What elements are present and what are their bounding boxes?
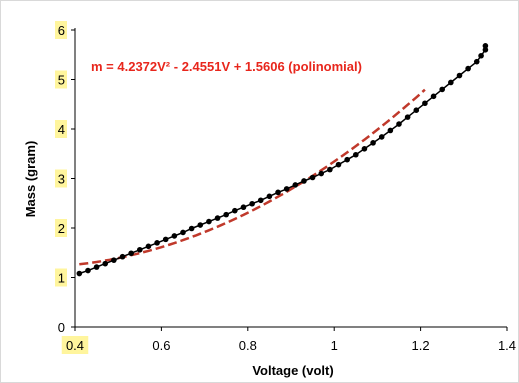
data-points-layer bbox=[76, 43, 489, 277]
y-tick-label: 1 bbox=[58, 271, 65, 286]
data-point bbox=[128, 250, 134, 257]
data-point bbox=[478, 52, 484, 59]
data-point bbox=[283, 186, 290, 192]
data-point bbox=[396, 121, 402, 127]
x-axis-ticks: 0.4 0.6 0.8 1 1.2 1.4 bbox=[66, 327, 516, 353]
data-point bbox=[413, 107, 420, 113]
data-point bbox=[171, 233, 178, 239]
data-point bbox=[197, 222, 204, 228]
data-point bbox=[85, 267, 91, 274]
x-tick-label: 0.6 bbox=[152, 338, 170, 353]
data-point bbox=[370, 140, 376, 146]
data-point bbox=[422, 100, 428, 107]
data-point bbox=[232, 207, 238, 214]
y-tick-label: 4 bbox=[58, 122, 65, 137]
data-point bbox=[439, 86, 446, 93]
data-point bbox=[378, 134, 385, 140]
data-point bbox=[266, 193, 273, 200]
data-point bbox=[361, 146, 368, 152]
data-point bbox=[249, 200, 255, 207]
data-point bbox=[344, 156, 350, 163]
x-tick-label: 1 bbox=[331, 338, 338, 353]
data-point bbox=[456, 72, 463, 79]
data-point bbox=[154, 240, 160, 246]
data-point bbox=[145, 243, 152, 250]
data-point bbox=[102, 260, 109, 267]
data-point bbox=[111, 257, 117, 263]
data-point bbox=[180, 229, 186, 236]
data-point bbox=[318, 170, 325, 177]
y-tick-label: 6 bbox=[58, 23, 65, 38]
x-tick-label: 0.8 bbox=[239, 338, 257, 353]
x-tick-label: 0.4 bbox=[66, 338, 84, 353]
y-axis-title: Mass (gram) bbox=[23, 141, 38, 218]
fit-equation-label: m = 4.2372V² - 2.4551V + 1.5606 (polinom… bbox=[91, 59, 362, 74]
data-point bbox=[162, 236, 169, 243]
y-tick-label-highlight bbox=[55, 268, 67, 287]
data-point bbox=[482, 43, 489, 49]
data-point bbox=[275, 189, 281, 196]
data-point bbox=[387, 127, 394, 134]
data-point bbox=[482, 47, 489, 53]
data-point bbox=[309, 174, 316, 181]
data-point bbox=[448, 79, 454, 86]
data-series-line bbox=[79, 45, 487, 275]
data-point bbox=[206, 218, 212, 225]
y-tick-label-highlight bbox=[55, 70, 67, 89]
y-tick-label-highlight bbox=[55, 219, 67, 237]
y-tick-label-highlight bbox=[55, 120, 67, 138]
y-tick-label-highlight bbox=[55, 169, 67, 188]
polynomial-fit-curve bbox=[79, 88, 426, 266]
data-point bbox=[93, 264, 100, 270]
x-tick-label: 1.4 bbox=[498, 338, 516, 353]
data-point bbox=[473, 58, 480, 65]
y-tick-label: 5 bbox=[58, 73, 65, 88]
data-point bbox=[465, 65, 471, 72]
x-tick-label-highlight bbox=[61, 336, 89, 354]
y-tick-label: 2 bbox=[58, 221, 65, 236]
x-tick-label: 1.2 bbox=[412, 338, 430, 353]
data-point bbox=[214, 215, 221, 221]
fit-curve-layer bbox=[79, 88, 426, 266]
data-point bbox=[223, 211, 229, 218]
data-point bbox=[119, 253, 126, 260]
y-tick-label-highlight bbox=[55, 21, 67, 39]
data-point bbox=[240, 204, 247, 211]
data-point bbox=[335, 161, 342, 168]
tick-highlights bbox=[55, 21, 89, 354]
y-tick-label: 3 bbox=[58, 172, 65, 187]
data-point bbox=[353, 151, 359, 158]
data-point bbox=[76, 270, 83, 277]
data-point bbox=[430, 93, 437, 100]
data-point bbox=[188, 225, 195, 232]
data-point bbox=[301, 178, 307, 184]
data-point bbox=[292, 182, 299, 188]
data-point bbox=[327, 166, 333, 173]
data-point bbox=[137, 246, 143, 253]
x-axis-title: Voltage (volt) bbox=[252, 363, 333, 378]
data-point bbox=[404, 114, 411, 120]
data-point bbox=[257, 197, 264, 204]
y-tick-label: 0 bbox=[58, 320, 65, 335]
y-axis-ticks: 0 1 2 3 4 5 6 bbox=[58, 23, 75, 335]
